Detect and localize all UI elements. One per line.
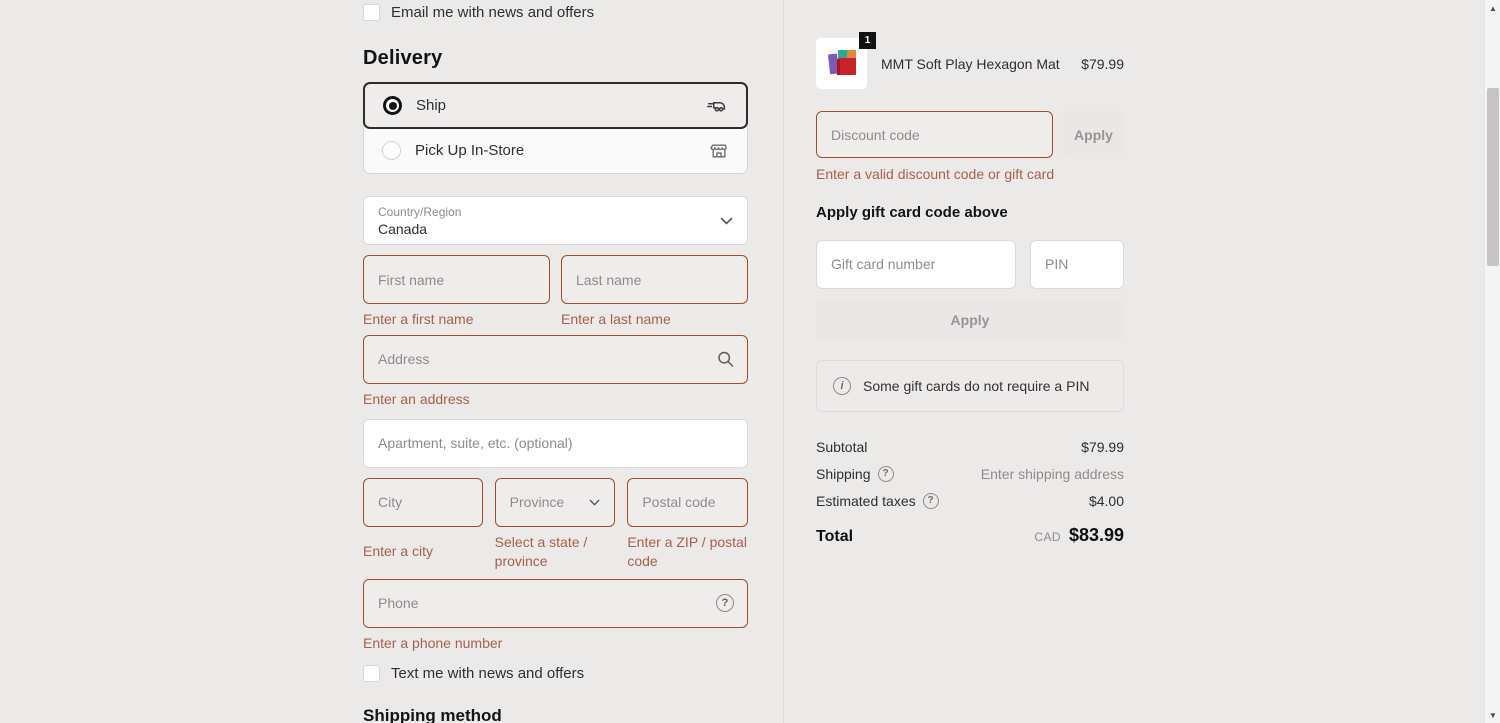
address-input[interactable]	[363, 334, 748, 384]
checkout-form: Email me with news and offers Delivery S…	[363, 0, 749, 723]
province-select-value: Province	[509, 494, 565, 511]
delivery-option-ship-label: Ship	[416, 97, 447, 114]
product-name: MMT Soft Play Hexagon Mat	[881, 55, 1060, 72]
gift-card-info-text: Some gift cards do not require a PIN	[863, 377, 1090, 394]
subtotal-value: $79.99	[1081, 438, 1124, 455]
scroll-up-arrow-icon[interactable]: ▲	[1489, 3, 1497, 13]
province-error: Select a state / province	[494, 533, 588, 569]
store-icon	[709, 141, 729, 161]
product-price: $79.99	[1081, 55, 1124, 72]
first-name-input[interactable]	[363, 255, 550, 304]
last-name-input[interactable]	[561, 255, 748, 304]
taxes-help-icon[interactable]: ?	[922, 492, 939, 509]
total-value: $83.99	[1068, 524, 1124, 545]
address-error: Enter an address	[363, 390, 470, 407]
scroll-down-arrow-icon[interactable]: ▼	[1489, 710, 1497, 720]
total-row: Total CAD $83.99	[816, 525, 1124, 546]
city-error: Enter a city	[363, 543, 434, 560]
shipping-value: Enter shipping address	[980, 465, 1124, 482]
subtotal-row: Subtotal $79.99	[816, 439, 1124, 455]
shipping-method-heading: Shipping method	[363, 706, 502, 723]
city-input[interactable]	[363, 477, 483, 527]
gift-card-pin-input[interactable]	[1030, 239, 1124, 289]
taxes-row: Estimated taxes ? $4.00	[816, 492, 1124, 509]
quantity-badge: 1	[859, 32, 876, 49]
apartment-input[interactable]	[363, 418, 748, 468]
delivery-heading: Delivery	[363, 47, 443, 69]
email-optin-label: Email me with news and offers	[391, 4, 595, 21]
gift-card-info-banner: i Some gift cards do not require a PIN	[816, 359, 1124, 412]
shipping-label: Shipping	[816, 465, 871, 482]
discount-error: Enter a valid discount code or gift card	[816, 166, 1055, 182]
truck-icon	[706, 95, 728, 117]
gift-card-heading: Apply gift card code above	[816, 203, 1008, 221]
column-divider	[783, 0, 784, 723]
sms-optin-row: Text me with news and offers	[363, 665, 748, 683]
email-optin-row: Email me with news and offers	[363, 4, 748, 21]
order-summary: 1 MMT Soft Play Hexagon Mat $79.99 Apply…	[816, 0, 1124, 546]
gift-card-apply-button[interactable]: Apply	[816, 298, 1124, 341]
subtotal-label: Subtotal	[816, 438, 868, 455]
info-icon: i	[833, 376, 851, 395]
phone-error: Enter a phone number	[363, 634, 503, 651]
help-icon[interactable]: ?	[716, 594, 734, 613]
sms-optin-label: Text me with news and offers	[391, 665, 585, 683]
province-select[interactable]: Province	[494, 477, 616, 527]
cart-line-item: 1 MMT Soft Play Hexagon Mat $79.99	[816, 32, 1124, 89]
taxes-value: $4.00	[1088, 492, 1124, 509]
country-select[interactable]: Country/Region Canada	[363, 196, 748, 245]
last-name-error: Enter a last name	[561, 311, 671, 327]
country-select-value: Canada	[378, 220, 428, 237]
delivery-option-pickup-label: Pick Up In-Store	[415, 142, 525, 159]
postal-code-error: Enter a ZIP / postal code	[627, 533, 747, 569]
search-icon	[717, 351, 734, 368]
first-name-error: Enter a first name	[363, 311, 474, 327]
discount-apply-button[interactable]: Apply	[1063, 111, 1124, 158]
shipping-help-icon[interactable]: ?	[877, 465, 894, 482]
taxes-label: Estimated taxes	[816, 492, 916, 509]
chevron-down-icon	[720, 217, 733, 225]
delivery-options-group: Ship Pick Up In-Store	[363, 82, 748, 174]
delivery-option-pickup[interactable]: Pick Up In-Store	[364, 128, 747, 173]
phone-input[interactable]	[363, 578, 748, 628]
email-optin-checkbox[interactable]	[363, 4, 380, 21]
gift-card-number-input[interactable]	[816, 239, 1016, 289]
product-thumbnail: 1	[816, 32, 876, 89]
radio-selected-icon	[383, 96, 402, 115]
discount-code-input[interactable]	[816, 111, 1053, 158]
radio-unselected-icon	[382, 141, 401, 160]
totals-section: Subtotal $79.99 Shipping ? Enter shippin…	[816, 439, 1124, 546]
scrollbar-thumb[interactable]	[1487, 88, 1499, 266]
chevron-down-icon	[589, 499, 600, 506]
total-label: Total	[816, 527, 854, 545]
vertical-scrollbar[interactable]: ▲ ▼	[1484, 0, 1500, 723]
postal-code-input[interactable]	[627, 477, 749, 527]
sms-optin-checkbox[interactable]	[363, 665, 380, 683]
shipping-row: Shipping ? Enter shipping address	[816, 465, 1124, 482]
delivery-option-ship[interactable]: Ship	[363, 82, 748, 129]
currency-code: CAD	[1034, 529, 1061, 544]
country-select-label: Country/Region	[378, 204, 462, 219]
